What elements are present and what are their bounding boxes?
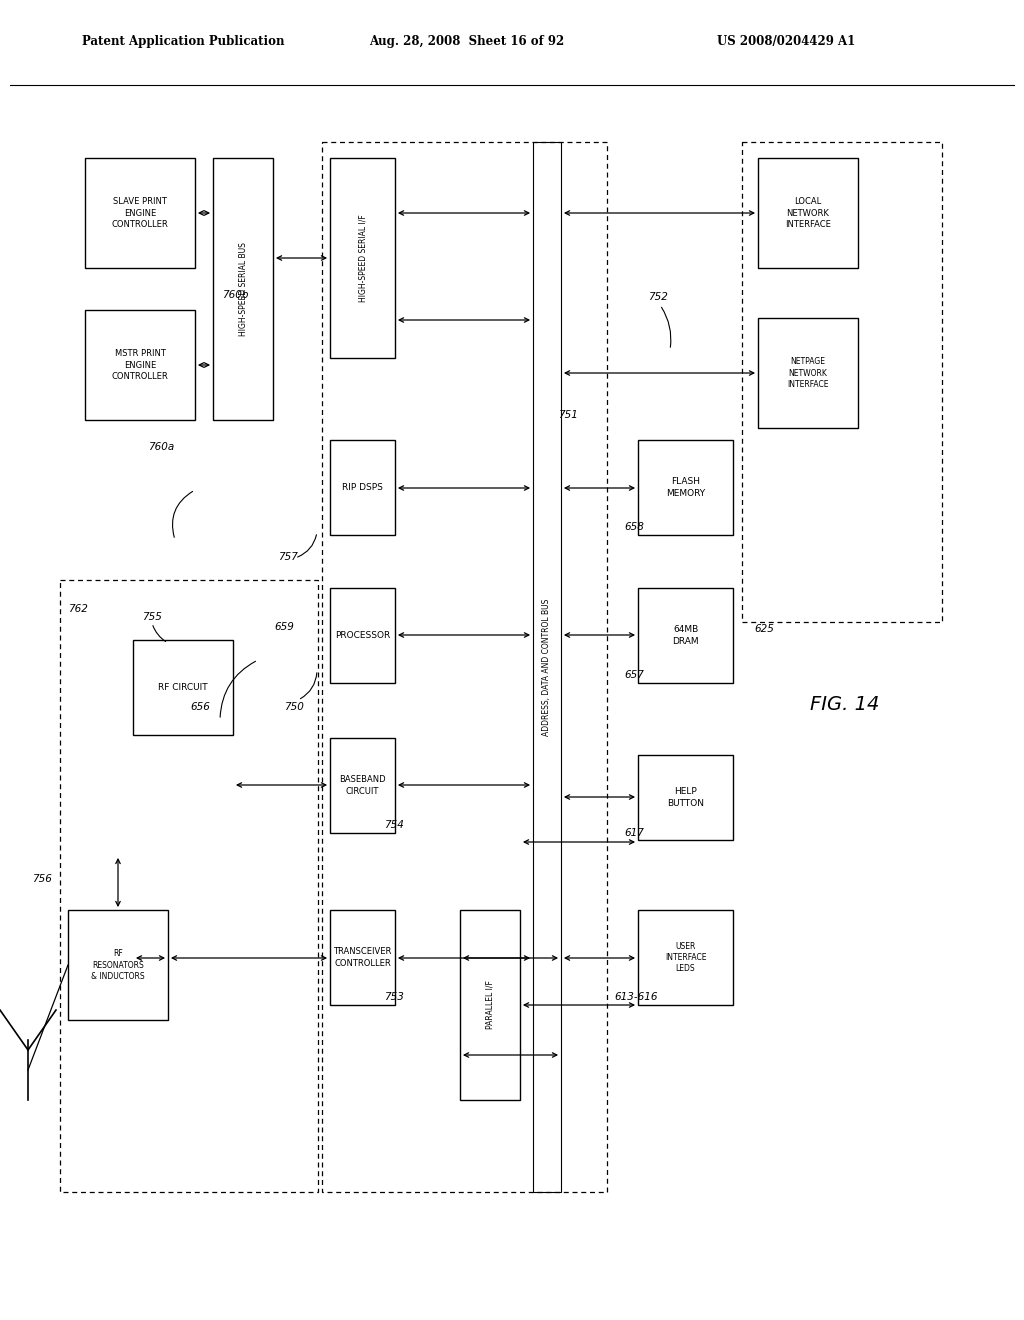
Bar (758, 318, 858, 428)
Bar (85, 158, 195, 268)
Bar (638, 587, 733, 682)
Text: TRANSCEIVER
CONTROLLER: TRANSCEIVER CONTROLLER (334, 948, 392, 968)
Text: FLASH
MEMORY: FLASH MEMORY (666, 478, 706, 498)
Text: 657: 657 (624, 671, 644, 680)
Bar (460, 909, 520, 1100)
Text: HIGH-SPEED SERIAL BUS: HIGH-SPEED SERIAL BUS (239, 242, 248, 335)
Text: HIGH-SPEED SERIAL I/F: HIGH-SPEED SERIAL I/F (358, 214, 367, 302)
Text: NETPAGE
NETWORK
INTERFACE: NETPAGE NETWORK INTERFACE (787, 358, 828, 388)
Text: MSTR PRINT
ENGINE
CONTROLLER: MSTR PRINT ENGINE CONTROLLER (112, 350, 168, 380)
Text: US 2008/0204429 A1: US 2008/0204429 A1 (717, 34, 855, 48)
Text: 617: 617 (624, 828, 644, 838)
Bar (60, 579, 318, 1192)
Text: RIP DSPS: RIP DSPS (342, 483, 383, 492)
Bar (330, 909, 395, 1005)
Bar (330, 440, 395, 535)
Bar (68, 909, 168, 1020)
Text: PARALLEL I/F: PARALLEL I/F (485, 981, 495, 1030)
Text: ADDRESS, DATA AND CONTROL BUS: ADDRESS, DATA AND CONTROL BUS (543, 598, 552, 735)
Text: 64MB
DRAM: 64MB DRAM (672, 626, 698, 645)
Text: USER
INTERFACE
LEDS: USER INTERFACE LEDS (665, 942, 707, 973)
Bar (85, 310, 195, 420)
Text: 760a: 760a (148, 442, 174, 451)
Text: 659: 659 (274, 622, 294, 632)
Text: RF CIRCUIT: RF CIRCUIT (158, 682, 208, 692)
Bar (322, 143, 607, 1192)
Text: 625: 625 (754, 624, 774, 634)
Text: 658: 658 (624, 521, 644, 532)
Bar (638, 755, 733, 840)
Bar (638, 909, 733, 1005)
Text: 755: 755 (142, 612, 162, 622)
Text: 751: 751 (558, 411, 578, 420)
Bar (213, 158, 273, 420)
Text: 756: 756 (32, 874, 52, 884)
Text: 754: 754 (384, 820, 403, 830)
Bar (330, 587, 395, 682)
Text: 753: 753 (384, 993, 403, 1002)
Text: PROCESSOR: PROCESSOR (335, 631, 390, 640)
Text: 752: 752 (648, 292, 668, 302)
Bar (638, 440, 733, 535)
Text: 613-616: 613-616 (614, 993, 657, 1002)
Bar (330, 158, 395, 358)
Text: Aug. 28, 2008  Sheet 16 of 92: Aug. 28, 2008 Sheet 16 of 92 (369, 34, 564, 48)
Text: 656: 656 (190, 702, 210, 711)
Text: 757: 757 (278, 552, 298, 562)
Bar (534, 143, 561, 1192)
Bar (133, 640, 233, 735)
Text: 760b: 760b (222, 290, 249, 300)
Text: 750: 750 (284, 702, 304, 711)
Text: LOCAL
NETWORK
INTERFACE: LOCAL NETWORK INTERFACE (785, 198, 830, 228)
Bar (758, 158, 858, 268)
Text: RF
RESONATORS
& INDUCTORS: RF RESONATORS & INDUCTORS (91, 949, 144, 981)
Text: FIG. 14: FIG. 14 (810, 696, 880, 714)
Bar (330, 738, 395, 833)
Text: Patent Application Publication: Patent Application Publication (82, 34, 285, 48)
Text: BASEBAND
CIRCUIT: BASEBAND CIRCUIT (339, 775, 386, 796)
Text: 762: 762 (68, 605, 88, 614)
Bar (742, 143, 942, 622)
Text: HELP
BUTTON: HELP BUTTON (667, 788, 705, 808)
Text: SLAVE PRINT
ENGINE
CONTROLLER: SLAVE PRINT ENGINE CONTROLLER (112, 198, 168, 228)
